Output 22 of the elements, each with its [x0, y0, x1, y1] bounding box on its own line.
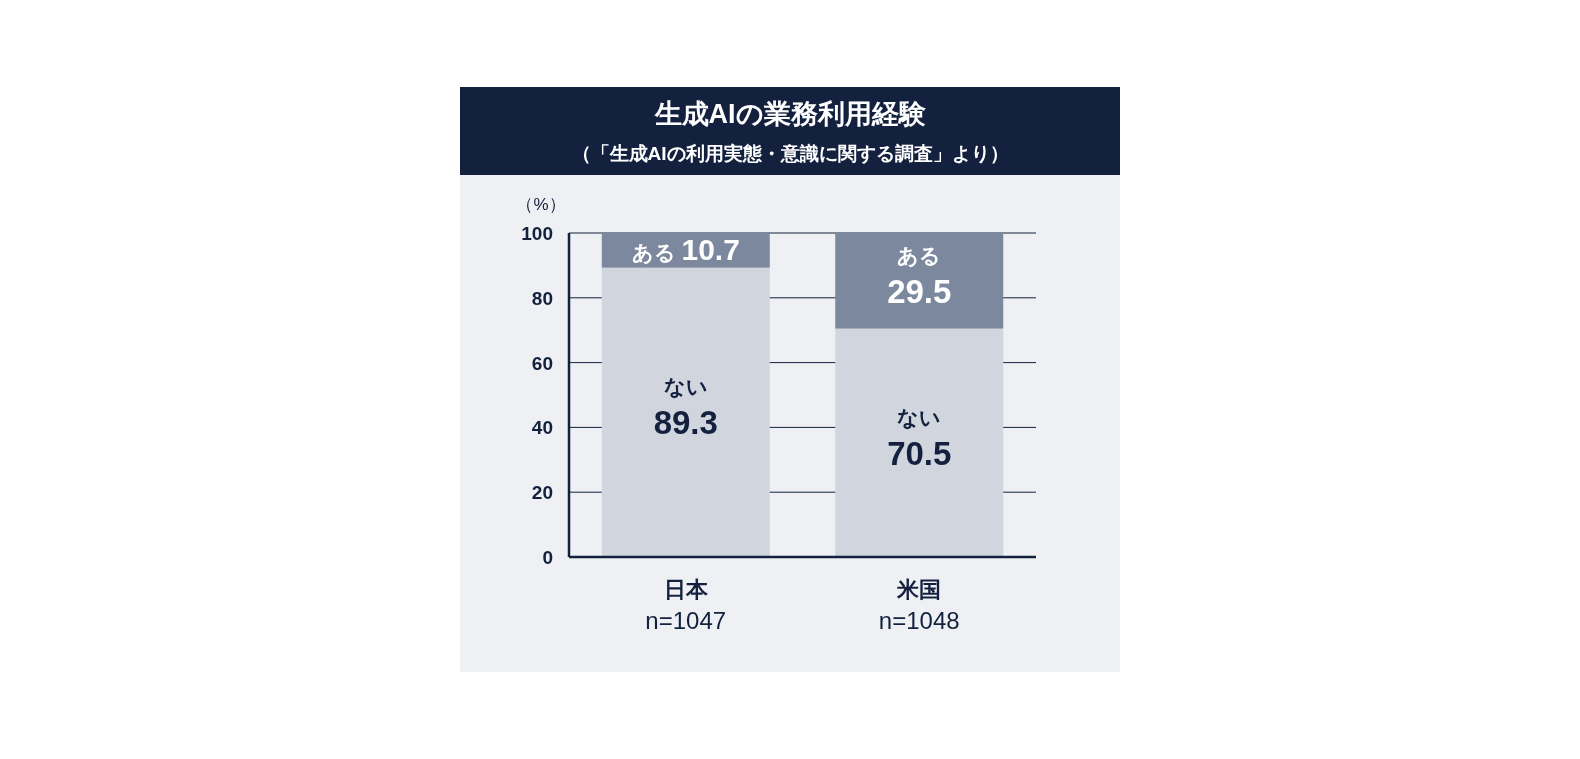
series-label: ない [663, 375, 708, 400]
y-tick-label: 20 [531, 482, 553, 504]
y-tick-label: 100 [521, 223, 553, 244]
text: ある [897, 243, 942, 267]
series-label: ある [631, 241, 682, 266]
y-tick-label: 60 [531, 352, 553, 374]
bar [835, 328, 1004, 557]
y-tick-label: 0 [542, 547, 553, 568]
data-label: 29.5 [887, 272, 952, 310]
bar [601, 267, 770, 557]
bar [835, 233, 1004, 329]
x-tick-label: 日本 n=1047 [645, 577, 727, 634]
data-label: 10.7 [681, 233, 740, 267]
chart-title: 生成AIの業務利用経験 [653, 99, 926, 129]
chart-subtitle: （「生成AIの利用実態・意識に関する調査」より） [571, 143, 1009, 164]
y-axis-title: （%） [516, 195, 566, 214]
y-tick-label: 40 [531, 417, 553, 439]
y-tick-label: 80 [531, 287, 553, 309]
text: ない [897, 405, 942, 429]
x-tick-label: 米国 n=1048 [878, 577, 960, 634]
data-label: 89.3 [653, 404, 718, 442]
data-label: 70.5 [887, 434, 952, 472]
